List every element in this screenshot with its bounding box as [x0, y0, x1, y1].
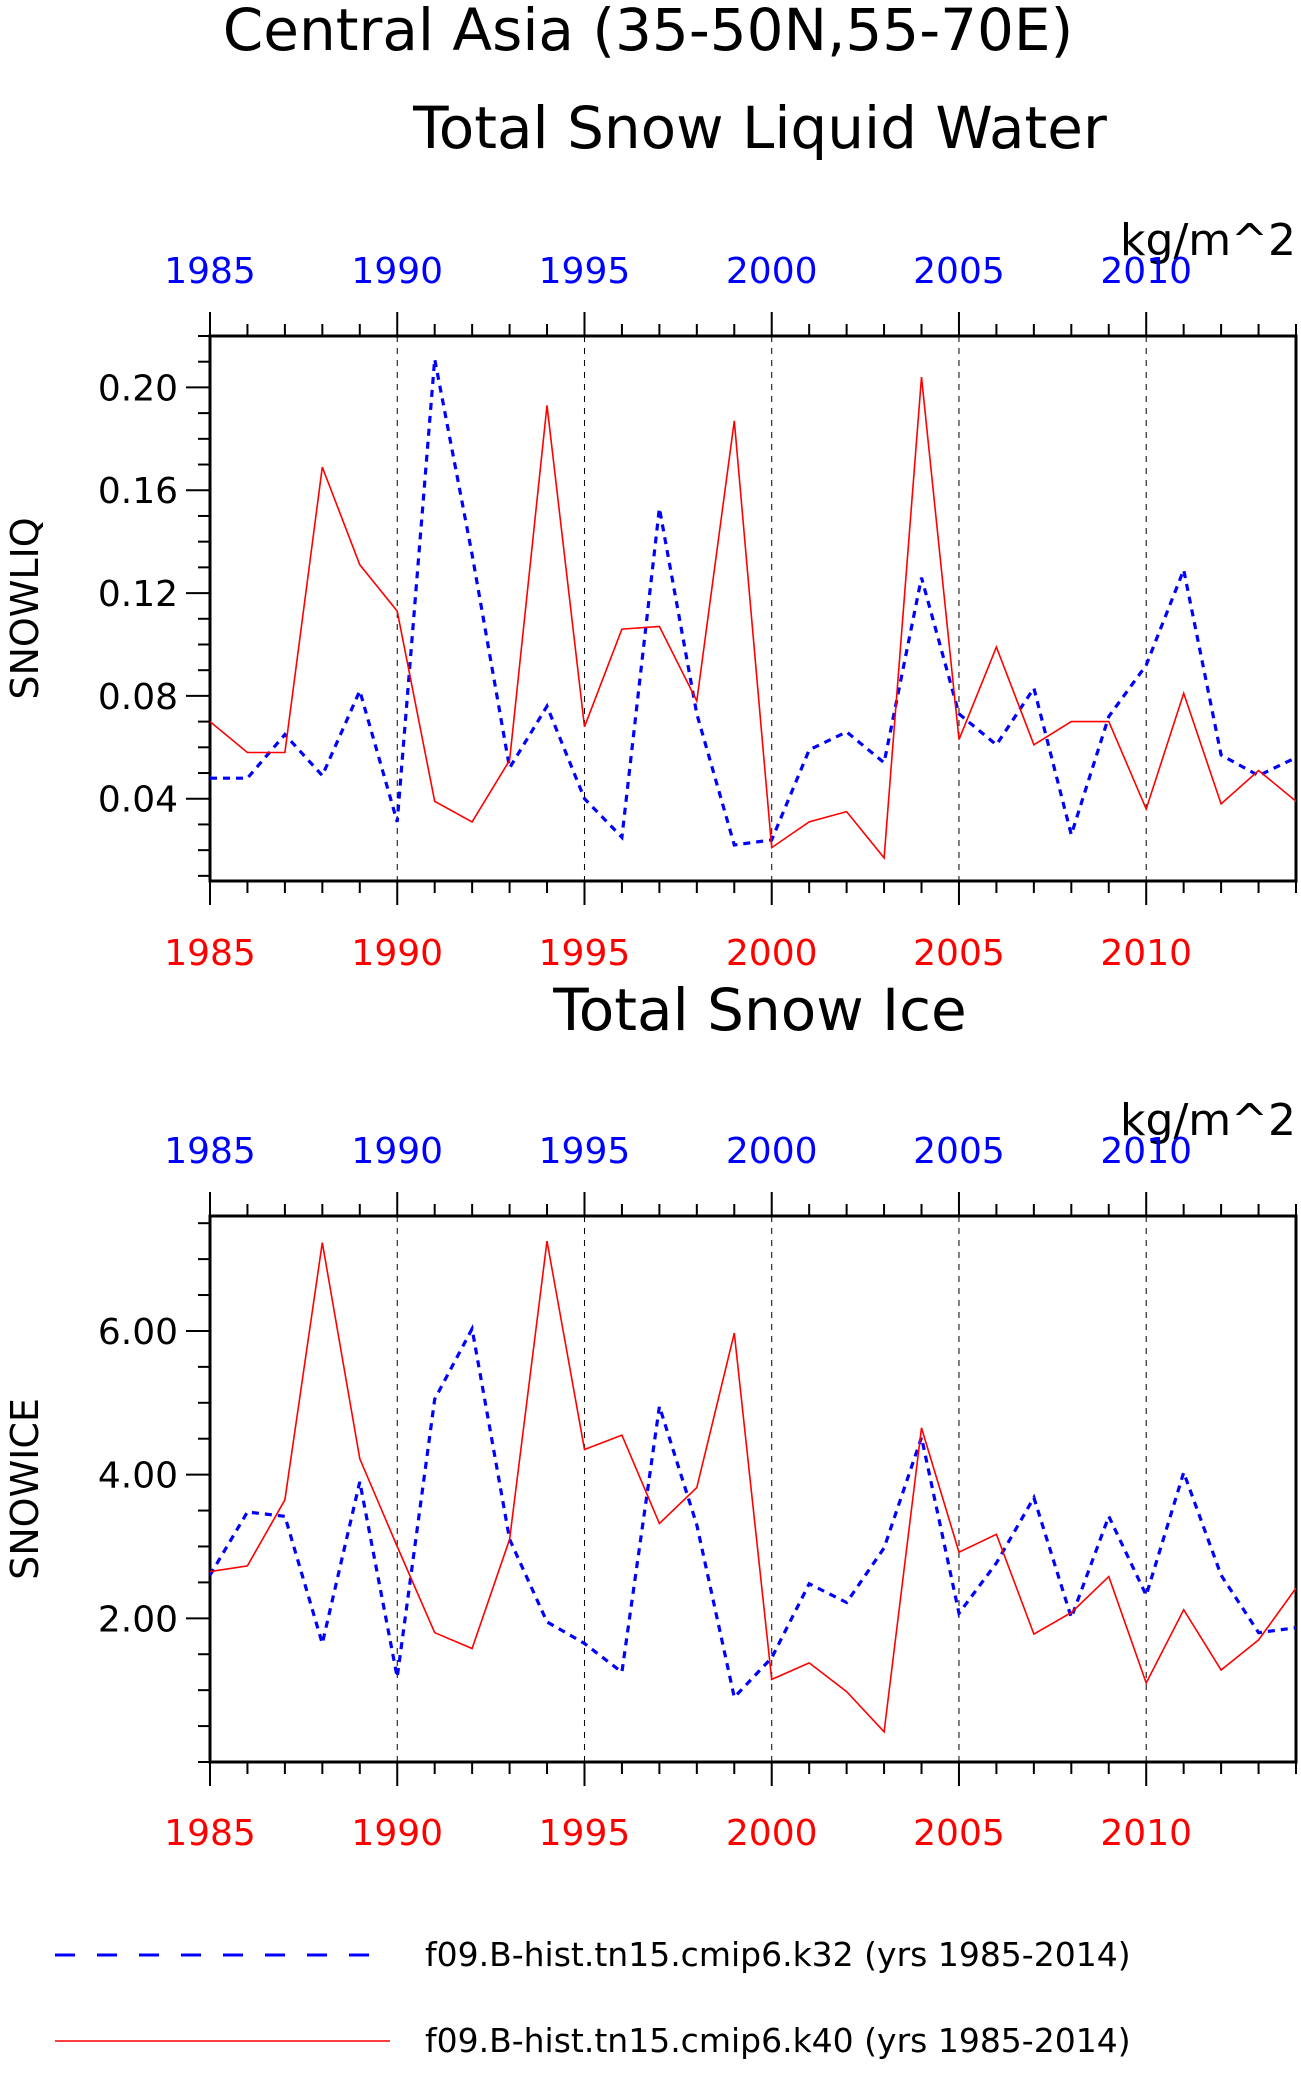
y-axis-label: SNOWLIQ [3, 517, 47, 699]
plot-frame [208, 1214, 1298, 1764]
top-tick-label: 1990 [351, 251, 443, 292]
bottom-tick-label: 2000 [726, 933, 818, 974]
y-axis-label: SNOWICE [3, 1398, 47, 1580]
bottom-tick-label: 2005 [913, 1813, 1005, 1854]
chart-title: Total Snow Liquid Water [412, 94, 1107, 162]
y-tick-label: 6.00 [98, 1312, 178, 1353]
top-tick-label: 2010 [1100, 1131, 1192, 1172]
top-tick-label: 1995 [539, 251, 631, 292]
top-tick-label: 1985 [164, 1131, 256, 1172]
bottom-tick-label: 2000 [726, 1813, 818, 1854]
bottom-tick-label: 1985 [164, 1813, 256, 1854]
chart-units: kg/m^2 [1120, 215, 1296, 266]
y-tick-label: 0.04 [98, 780, 178, 821]
y-tick-label: 0.08 [98, 677, 178, 718]
top-tick-label: 2000 [726, 251, 818, 292]
top-tick-label: 1995 [539, 1131, 631, 1172]
bottom-tick-label: 1995 [539, 933, 631, 974]
chart-panel-2: Total Snow Ice kg/m^2 1985 1985 1990 1990 1995… [3, 976, 1298, 1854]
top-tick-label: 2000 [726, 1131, 818, 1172]
bottom-tick-label: 1995 [539, 1813, 631, 1854]
bottom-tick-label: 2010 [1100, 933, 1192, 974]
y-tick-label: 2.00 [98, 1599, 178, 1640]
figure-title-line1: Central Asia (35-50N,55-70E) [223, 0, 1073, 64]
top-tick-label: 1985 [164, 251, 256, 292]
top-tick-label: 1990 [351, 1131, 443, 1172]
bottom-tick-label: 1990 [351, 933, 443, 974]
y-tick-label: 4.00 [98, 1456, 178, 1497]
plot-frame [208, 334, 1298, 883]
chart-panels: Total Snow Liquid Water kg/m^2 1985 1985 199… [3, 94, 1298, 1854]
legend: f09.B-hist.tn15.cmip6.k32 (yrs 1985-2014… [55, 1935, 1131, 2060]
bottom-tick-label: 1985 [164, 933, 256, 974]
top-tick-label: 2005 [913, 1131, 1005, 1172]
y-tick-label: 0.12 [98, 574, 178, 615]
y-tick-label: 0.20 [98, 368, 178, 409]
top-tick-label: 2010 [1100, 251, 1192, 292]
legend-label-k40: f09.B-hist.tn15.cmip6.k40 (yrs 1985-2014… [425, 2021, 1131, 2060]
chart-units: kg/m^2 [1120, 1095, 1296, 1146]
chart-panel-1: Total Snow Liquid Water kg/m^2 1985 1985 199… [3, 94, 1298, 974]
bottom-tick-label: 2005 [913, 933, 1005, 974]
series-line-k32 [210, 1323, 1296, 1701]
top-tick-label: 2005 [913, 251, 1005, 292]
chart-title: Total Snow Ice [552, 976, 967, 1044]
bottom-tick-label: 2010 [1100, 1813, 1192, 1854]
series-line-k32 [210, 358, 1296, 847]
y-tick-label: 0.16 [98, 471, 178, 512]
series-line-k40 [210, 377, 1296, 860]
legend-label-k32: f09.B-hist.tn15.cmip6.k32 (yrs 1985-2014… [425, 1935, 1131, 1974]
series-line-k40 [210, 1240, 1296, 1734]
bottom-tick-label: 1990 [351, 1813, 443, 1854]
